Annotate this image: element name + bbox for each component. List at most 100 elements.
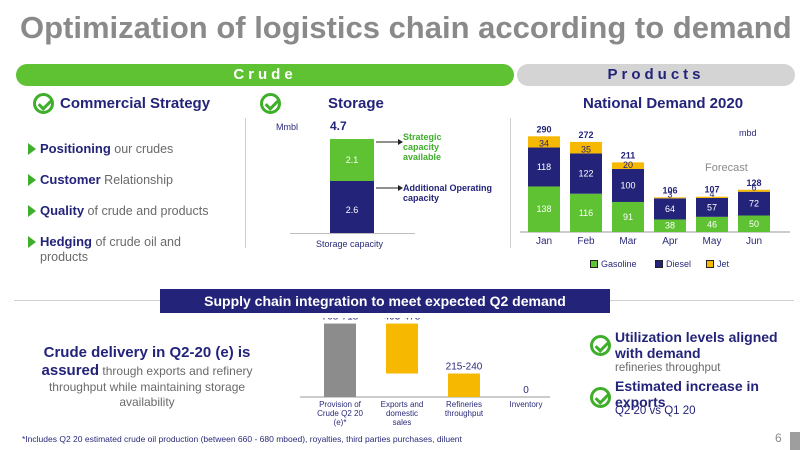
demand-bar-label: 138 [536, 204, 551, 214]
waterfall-value-label: 215-240 [446, 362, 483, 373]
demand-total-label: 272 [578, 130, 593, 140]
storage-baseline [290, 233, 415, 234]
demand-bar-label: 118 [537, 162, 551, 172]
utilization-subtext: refineries throughput [615, 362, 721, 374]
operating-capacity-annotation: Additional Operating capacity [403, 183, 492, 203]
storage-heading: Storage [328, 95, 384, 112]
waterfall-bar [448, 373, 480, 397]
demand-bar-gasoline [654, 219, 686, 232]
strategic-capacity-annotation: Strategic capacity available [403, 132, 442, 162]
demand-bar-label: 122 [578, 169, 593, 179]
demand-bar-gasoline [528, 186, 560, 232]
demand-month-label: Jan [536, 236, 552, 247]
legend-label-gasoline: Gasoline [601, 259, 637, 269]
legend-label-diesel: Diesel [666, 259, 692, 269]
demand-bar-label: 38 [665, 221, 675, 231]
waterfall-category-label: throughput [445, 409, 484, 418]
triangle-bullet-icon [28, 143, 36, 155]
storage-annotation-arrows [376, 139, 403, 191]
strategy-item-text: of crude and products [84, 204, 209, 218]
strategy-item-bold: Hedging [40, 234, 92, 249]
strategy-item-text: of crude oil and products [40, 235, 181, 264]
commercial-strategy-heading: Commercial Strategy [60, 95, 211, 112]
page-number: 6 [775, 431, 782, 445]
waterfall-bar [324, 323, 356, 397]
waterfall-value-label: 708-718 [322, 318, 359, 323]
demand-bar-label: 34 [539, 139, 549, 149]
storage-axis-label: Storage capacity [316, 239, 384, 249]
legend-swatch-jet [706, 260, 714, 268]
demand-bar-jet [528, 136, 560, 148]
demand-heading: National Demand 2020 [583, 95, 744, 112]
demand-bar-label: 4 [709, 189, 714, 199]
corner-decoration [790, 432, 800, 450]
demand-bar-label: 100 [620, 180, 635, 190]
demand-total-label: 211 [621, 150, 636, 160]
delivery-rest: through exports and refinery throughput … [48, 364, 253, 409]
demand-chart: 13811834290Jan11612235272Feb9110020211Ma… [520, 124, 790, 247]
waterfall-category-label: Refineries [446, 400, 482, 409]
page-title: Optimization of logistics chain accordin… [20, 10, 792, 45]
waterfall-category-label: sales [393, 418, 412, 427]
demand-bar-label: 3 [667, 189, 672, 199]
check-circle-icon [33, 93, 54, 114]
demand-bar-label: 57 [707, 202, 717, 212]
demand-month-label: Mar [619, 236, 637, 247]
demand-bar-diesel [738, 191, 770, 216]
demand-month-label: May [703, 236, 722, 247]
legend-swatch-diesel [655, 260, 663, 268]
waterfall-value-label: 493-478 [384, 318, 421, 323]
demand-bar-jet [738, 189, 770, 192]
demand-total-label: 128 [746, 178, 761, 188]
demand-bar-jet [570, 141, 602, 154]
utilization-heading: Utilization levels aligned with demand [615, 329, 778, 361]
demand-bar-gasoline [738, 215, 770, 232]
triangle-bullet-icon [28, 205, 36, 217]
waterfall-category-label: (e)* [334, 418, 347, 427]
strategy-item-bold: Positioning [40, 141, 111, 156]
demand-total-label: 107 [704, 185, 719, 195]
storage-unit: Mmbl [276, 122, 298, 132]
demand-bar-label: 64 [665, 204, 675, 214]
demand-bar-diesel [654, 198, 686, 220]
delivery-bold-b: assured [41, 362, 100, 379]
demand-bar-label: 50 [749, 219, 759, 229]
crude-banner: Crude [16, 64, 514, 86]
supply-chain-banner: Supply chain integration to meet expecte… [160, 289, 610, 313]
demand-bar-diesel [612, 168, 644, 202]
storage-bar-operating: 2.6 [330, 181, 374, 233]
crude-delivery-text: Crude delivery in Q2-20 (e) is assured t… [22, 344, 272, 410]
strategy-item-customer: Customer Relationship [28, 172, 224, 188]
check-circle-icon [260, 93, 281, 114]
strategy-item-positioning: Positioning our crudes [28, 141, 224, 157]
divider [245, 118, 246, 248]
legend-swatch-gasoline [590, 260, 598, 268]
demand-month-label: Jun [746, 236, 762, 247]
storage-total-label: 4.7 [330, 119, 347, 133]
demand-total-label: 106 [662, 185, 677, 195]
demand-bar-jet [654, 197, 686, 199]
waterfall-bar [386, 323, 418, 374]
estimate-heading: Estimated increase in exports [615, 378, 759, 410]
demand-bar-gasoline [570, 193, 602, 232]
strategy-item-text: our crudes [110, 142, 174, 156]
demand-bar-jet [696, 196, 728, 199]
strategy-item-hedging: Hedging of crude oil and products [28, 234, 224, 265]
strategy-item-bold: Quality [40, 203, 85, 218]
demand-bar-diesel [570, 153, 602, 194]
demand-bar-label: 6 [751, 183, 756, 193]
waterfall-category-label: Inventory [510, 400, 543, 409]
estimate-subtext: Q2 20 vs Q1 20 [615, 405, 696, 417]
waterfall-category-label: Provision of [319, 400, 362, 409]
forecast-label: Forecast [705, 162, 748, 174]
demand-bar-label: 35 [581, 144, 591, 154]
waterfall-category-label: Crude Q2 20 [317, 409, 363, 418]
demand-bar-diesel [696, 198, 728, 217]
demand-bar-label: 46 [707, 219, 717, 229]
check-circle-icon [590, 335, 611, 356]
demand-bar-diesel [528, 147, 560, 187]
check-circle-icon [590, 387, 611, 408]
strategy-item-quality: Quality of crude and products [28, 203, 224, 219]
demand-bar-label: 91 [623, 212, 633, 222]
demand-unit: mbd [739, 128, 757, 138]
